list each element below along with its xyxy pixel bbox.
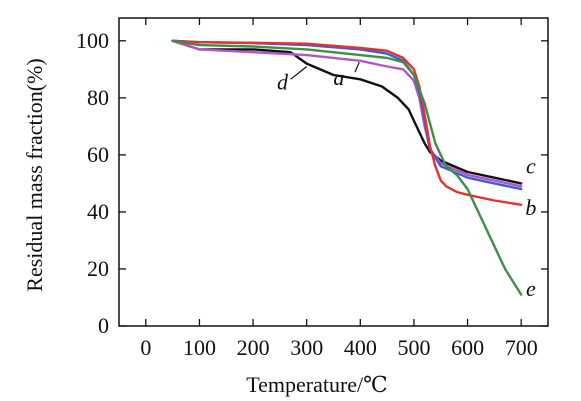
y-tick-label: 60 xyxy=(87,142,109,167)
series-label-e: e xyxy=(526,276,536,301)
y-tick-label: 40 xyxy=(87,199,109,224)
x-tick-label: 700 xyxy=(505,335,538,360)
series-label-c: c xyxy=(526,153,536,178)
series-label-d: d xyxy=(277,69,289,94)
plot-frame xyxy=(118,17,549,327)
series-line-b xyxy=(171,39,523,206)
y-tick-label: 20 xyxy=(87,256,109,281)
x-tick-label: 200 xyxy=(237,335,270,360)
x-tick-label: 600 xyxy=(451,335,484,360)
x-tick-label: 100 xyxy=(183,335,216,360)
series-line-c xyxy=(171,39,523,191)
series-line-a xyxy=(171,39,523,188)
x-axis-label: Temperature/℃ xyxy=(246,372,388,397)
y-tick-label: 80 xyxy=(87,85,109,110)
x-tick-label: 400 xyxy=(344,335,377,360)
series-label-a: a xyxy=(333,65,344,90)
leader-line-a xyxy=(354,61,360,73)
y-tick-label: 0 xyxy=(98,313,109,338)
x-tick-label: 300 xyxy=(290,335,323,360)
y-tick-label: 100 xyxy=(76,28,109,53)
series-line-e xyxy=(171,39,523,296)
x-tick-label: 0 xyxy=(140,335,151,360)
y-axis-label: Residual mass fraction(%) xyxy=(22,58,47,291)
x-tick-label: 500 xyxy=(397,335,430,360)
leader-line-d xyxy=(290,66,308,80)
series-label-b: b xyxy=(525,195,536,220)
series-line-d xyxy=(171,39,523,185)
